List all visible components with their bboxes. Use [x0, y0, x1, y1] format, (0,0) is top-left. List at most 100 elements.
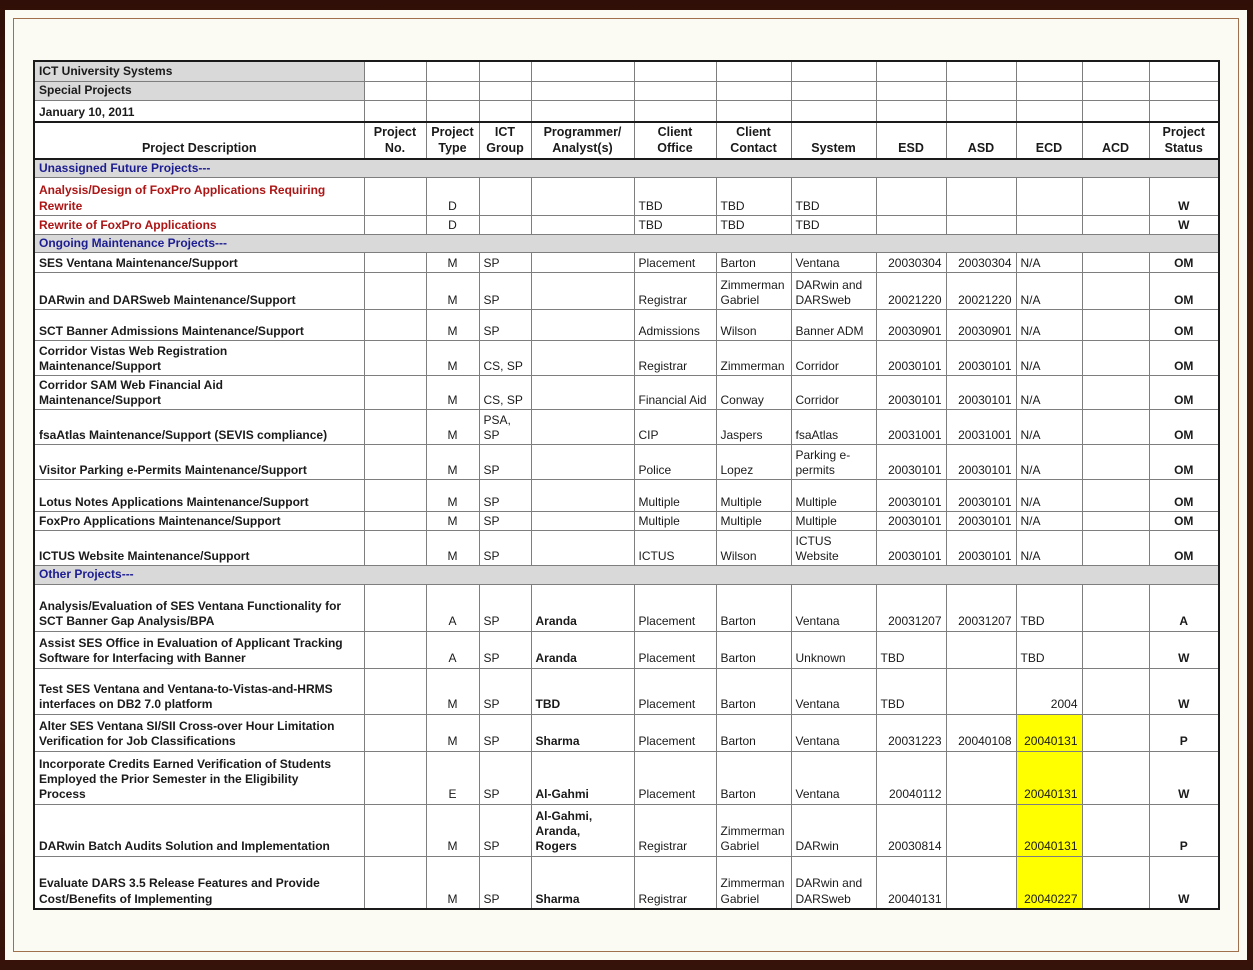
empty-cell: [633, 60, 717, 82]
cell-prog: [530, 409, 635, 446]
cell-prog: Al-Gahmi: [530, 750, 635, 805]
cell-contact: Zimmerman Gabriel: [715, 272, 792, 311]
cell-asd: [945, 214, 1017, 235]
cell-ecd: [1015, 214, 1083, 235]
cell-type: M: [425, 667, 480, 715]
cell-type: M: [425, 713, 480, 752]
cell-contact: Barton: [715, 713, 792, 752]
empty-cell: [1015, 99, 1083, 123]
table-row: DARwin and DARSweb Maintenance/Support M S…: [33, 272, 1220, 311]
cell-ecd: N/A: [1015, 309, 1083, 342]
cell-type: M: [425, 444, 480, 481]
cell-group: CS, SP: [478, 340, 532, 377]
cell-system: DARwin and DARSweb: [790, 855, 877, 910]
cell-type: A: [425, 630, 480, 669]
cell-system: Ventana: [790, 667, 877, 715]
cell-prog: [530, 272, 635, 311]
cell-system: Ventana: [790, 713, 877, 752]
cell-prog: [530, 176, 635, 216]
empty-cell: [1148, 80, 1220, 101]
cell-no: [363, 252, 427, 274]
cell-group: SP: [478, 750, 532, 805]
cell-group: SP: [478, 511, 532, 532]
cell-asd: [945, 667, 1017, 715]
cell-status: P: [1148, 713, 1220, 752]
column-header-esd: ESD: [875, 121, 947, 160]
empty-cell: [425, 99, 480, 123]
cell-contact: Barton: [715, 630, 792, 669]
column-header-row: Project Description Project No. Project …: [33, 121, 1220, 160]
empty-cell: [478, 80, 532, 101]
cell-ecd: N/A: [1015, 272, 1083, 311]
cell-prog: [530, 511, 635, 532]
cell-prog: TBD: [530, 667, 635, 715]
workbook-title: ICT University Systems: [33, 60, 365, 82]
table-row: Corridor SAM Web Financial Aid Maintenan…: [33, 375, 1220, 411]
cell-contact: Barton: [715, 667, 792, 715]
section-label: Ongoing Maintenance Projects---: [33, 233, 1220, 254]
cell-asd: [945, 630, 1017, 669]
table-row: Rewrite of FoxPro Applications D TBD TBD TBD…: [33, 214, 1220, 235]
cell-system: Multiple: [790, 511, 877, 532]
cell-esd: TBD: [875, 630, 947, 669]
cell-type: E: [425, 750, 480, 805]
cell-desc: Rewrite of FoxPro Applications: [33, 214, 365, 235]
cell-esd: 20030814: [875, 803, 947, 857]
cell-acd: [1081, 272, 1150, 311]
cell-system: Multiple: [790, 479, 877, 513]
spreadsheet: ICT University Systems Special Projects …: [33, 60, 1220, 911]
cell-type: D: [425, 176, 480, 216]
cell-status: W: [1148, 750, 1220, 805]
cell-contact: TBD: [715, 176, 792, 216]
cell-acd: [1081, 630, 1150, 669]
cell-asd: 20031207: [945, 583, 1017, 632]
cell-acd: [1081, 713, 1150, 752]
cell-status: OM: [1148, 511, 1220, 532]
title-row-company: ICT University Systems: [33, 60, 1220, 82]
cell-desc: DARwin Batch Audits Solution and Impleme…: [33, 803, 365, 857]
cell-office: Placement: [633, 252, 717, 274]
cell-type: M: [425, 409, 480, 446]
cell-ecd: N/A: [1015, 511, 1083, 532]
column-header-project-no: Project No.: [363, 121, 427, 160]
empty-cell: [363, 60, 427, 82]
cell-ecd: 20040131: [1015, 803, 1083, 857]
cell-system: Corridor: [790, 375, 877, 411]
cell-no: [363, 176, 427, 216]
cell-contact: Barton: [715, 750, 792, 805]
cell-asd: 20030101: [945, 375, 1017, 411]
cell-contact: Barton: [715, 252, 792, 274]
cell-desc: Assist SES Office in Evaluation of Appli…: [33, 630, 365, 669]
empty-cell: [1148, 60, 1220, 82]
cell-ecd: N/A: [1015, 530, 1083, 567]
cell-ecd: N/A: [1015, 479, 1083, 513]
empty-cell: [1081, 99, 1150, 123]
cell-no: [363, 511, 427, 532]
column-header-system: System: [790, 121, 877, 160]
cell-ecd: N/A: [1015, 252, 1083, 274]
cell-esd: 20040112: [875, 750, 947, 805]
empty-cell: [425, 60, 480, 82]
cell-office: ICTUS: [633, 530, 717, 567]
cell-acd: [1081, 252, 1150, 274]
cell-office: Financial Aid: [633, 375, 717, 411]
empty-cell: [633, 80, 717, 101]
cell-status: W: [1148, 176, 1220, 216]
table-row: ICTUS Website Maintenance/Support M SP ICTU…: [33, 530, 1220, 567]
cell-status: P: [1148, 803, 1220, 857]
column-header-ecd: ECD: [1015, 121, 1083, 160]
empty-cell: [1015, 60, 1083, 82]
cell-status: OM: [1148, 444, 1220, 481]
cell-contact: Multiple: [715, 479, 792, 513]
title-row-date: January 10, 2011: [33, 99, 1220, 123]
cell-desc: Analysis/Design of FoxPro Applications R…: [33, 176, 365, 216]
cell-acd: [1081, 309, 1150, 342]
cell-office: Registrar: [633, 340, 717, 377]
cell-asd: [945, 855, 1017, 910]
cell-desc: ICTUS Website Maintenance/Support: [33, 530, 365, 567]
table-row: Analysis/Design of FoxPro Applications R…: [33, 176, 1220, 216]
cell-prog: [530, 214, 635, 235]
cell-acd: [1081, 375, 1150, 411]
cell-system: Parking e- permits: [790, 444, 877, 481]
